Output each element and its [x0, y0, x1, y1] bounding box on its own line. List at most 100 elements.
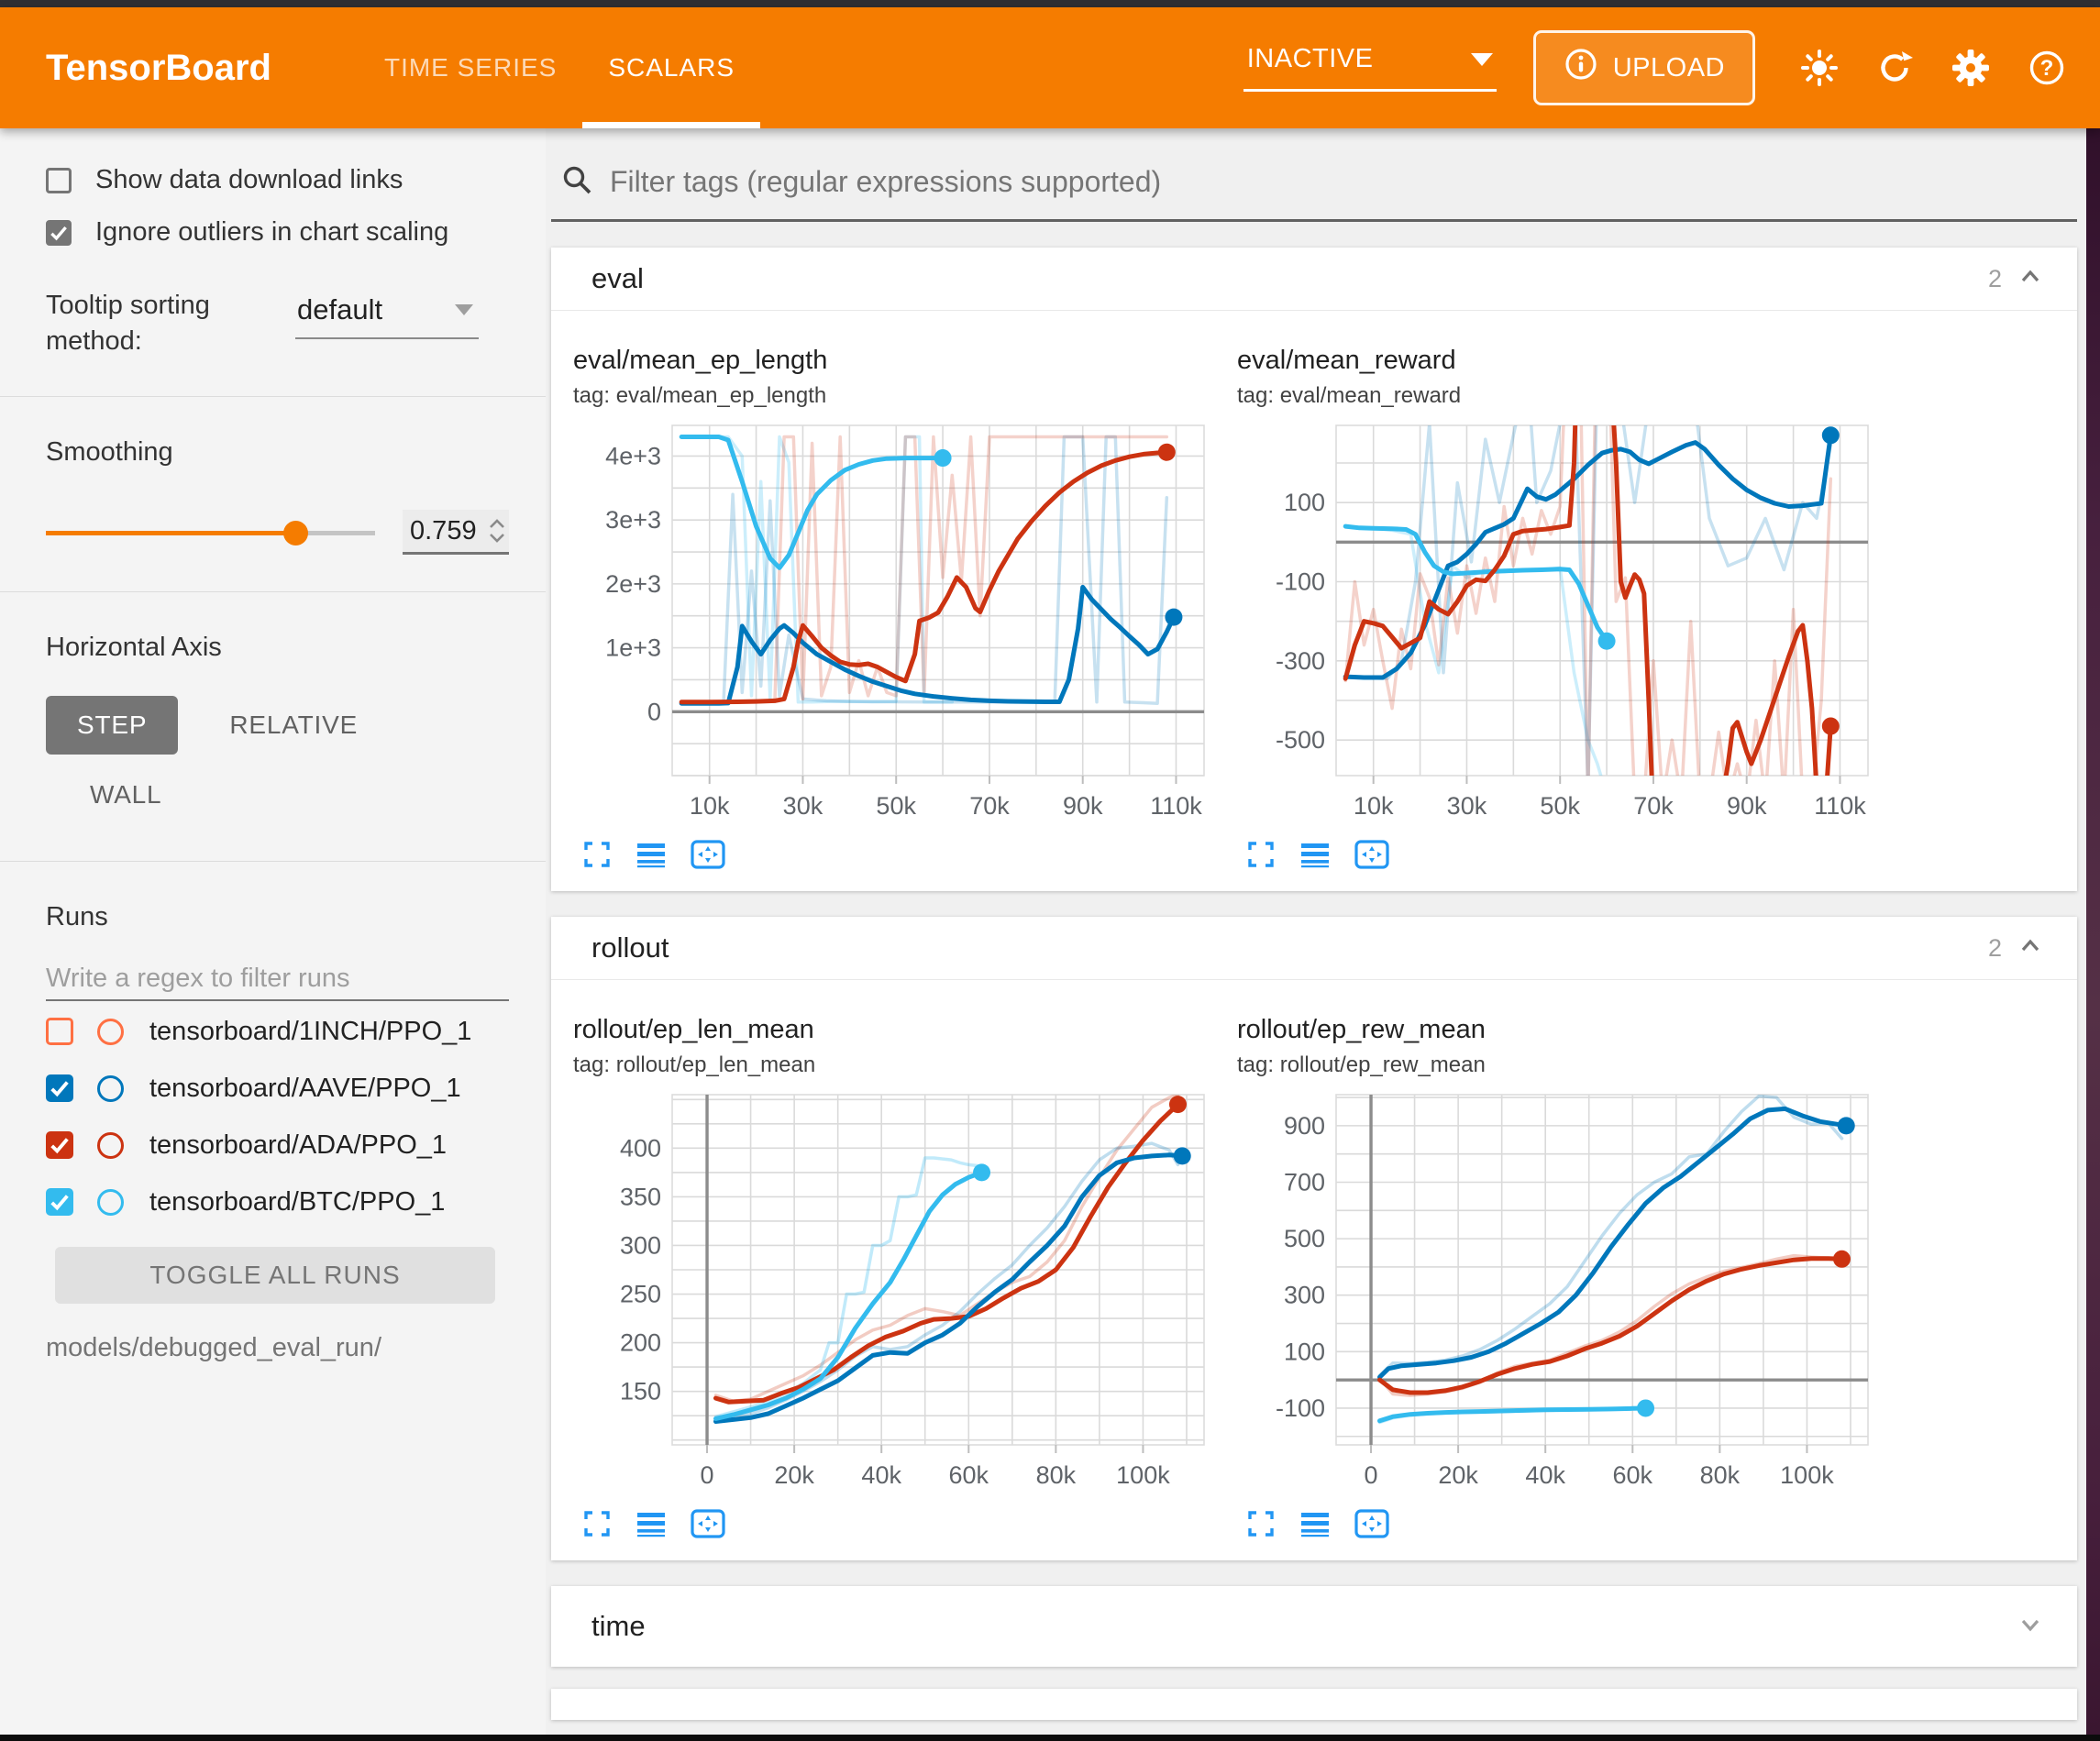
svg-text:70k: 70k [1633, 792, 1674, 820]
svg-text:2e+3: 2e+3 [605, 570, 661, 598]
svg-text:90k: 90k [1727, 792, 1767, 820]
run-row-ada[interactable]: tensorboard/ADA/PPO_1 [46, 1118, 509, 1172]
svg-text:90k: 90k [1063, 792, 1103, 820]
brightness-icon[interactable] [1799, 48, 1840, 88]
smoothing-slider[interactable] [46, 520, 375, 545]
run-checkbox[interactable] [46, 1074, 73, 1103]
line-chart-canvas[interactable]: 0 20k 40k 60k 80k 100k 150 200 250 300 350 400 [573, 1082, 1215, 1505]
toggle-y-axis-icon[interactable] [636, 840, 667, 869]
svg-text:10k: 10k [1354, 792, 1394, 820]
svg-text:?: ? [2040, 56, 2054, 81]
section-eval-header[interactable]: eval 2 [551, 248, 2077, 310]
axis-step-button[interactable]: STEP [46, 696, 179, 755]
tab-time-series[interactable]: TIME SERIES [383, 53, 558, 82]
upload-button[interactable]: UPLOAD [1532, 30, 1755, 105]
smoothing-label: Smoothing [46, 437, 173, 468]
line-chart-canvas[interactable]: 10k 30k 50k 70k 90k 110k 100 -100 -300 -500 [1237, 413, 1879, 836]
expand-chart-icon[interactable] [582, 840, 612, 869]
section-time: time [551, 1586, 2077, 1667]
run-list: tensorboard/1INCH/PPO_1 tensorboard/AAVE… [46, 1005, 509, 1229]
section-eval-content: eval/mean_ep_length tag: eval/mean_ep_le… [551, 311, 2077, 891]
show-download-links-checkbox[interactable]: Show data download links [46, 165, 509, 195]
section-name: time [591, 1610, 646, 1642]
toggle-y-axis-icon[interactable] [636, 1509, 667, 1538]
axis-relative-button[interactable]: RELATIVE [229, 711, 359, 740]
runs-filter-input[interactable] [46, 964, 509, 995]
runs-heading: Runs [46, 902, 108, 932]
section-eval: eval 2 eval/mean_ep_length tag: eval/mea… [551, 248, 2077, 891]
chevron-up-icon[interactable] [2017, 932, 2044, 964]
svg-text:20k: 20k [1438, 1461, 1478, 1489]
chevron-down-icon[interactable] [2017, 1611, 2044, 1643]
section-time-header[interactable]: time [551, 1586, 2077, 1667]
refresh-icon[interactable] [1874, 48, 1915, 88]
expand-chart-icon[interactable] [1246, 840, 1276, 869]
tab-scalars[interactable]: SCALARS [582, 7, 761, 128]
smoothing-value[interactable]: 0.759 [410, 515, 477, 545]
fit-domain-icon[interactable] [1354, 1509, 1389, 1538]
tooltip-sorting-select[interactable]: default [295, 293, 479, 339]
run-row-btc[interactable]: tensorboard/BTC/PPO_1 [46, 1175, 509, 1229]
chart-action-buttons [582, 1509, 1215, 1538]
toggle-y-axis-icon[interactable] [1299, 1509, 1331, 1538]
run-checkbox[interactable] [46, 1018, 73, 1046]
chart-rollout-ep-len-mean: rollout/ep_len_mean tag: rollout/ep_len_… [573, 1015, 1215, 1538]
svg-text:30k: 30k [783, 792, 823, 820]
run-row-aave[interactable]: tensorboard/AAVE/PPO_1 [46, 1062, 509, 1115]
toggle-all-runs-button[interactable]: TOGGLE ALL RUNS [55, 1247, 495, 1305]
run-row-1inch[interactable]: tensorboard/1INCH/PPO_1 [46, 1005, 509, 1058]
checkbox-box[interactable] [46, 167, 72, 193]
section-rollout-header[interactable]: rollout 2 [551, 917, 2077, 979]
settings-icon[interactable] [1950, 47, 1992, 89]
section-rollout: rollout 2 rollout/ep_len_mean tag: rollo… [551, 917, 2077, 1560]
run-label: tensorboard/AAVE/PPO_1 [149, 1073, 461, 1103]
expand-chart-icon[interactable] [582, 1509, 612, 1538]
smoothing-stepper[interactable] [489, 519, 505, 544]
line-chart-canvas[interactable]: 0 20k 40k 60k 80k 100k -100 100 300 500 700 900 [1237, 1082, 1879, 1505]
ignore-outliers-checkbox[interactable]: Ignore outliers in chart scaling [46, 217, 509, 248]
run-checkbox[interactable] [46, 1131, 73, 1160]
smoothing-value-box: 0.759 [403, 510, 509, 556]
tag-filter-input[interactable] [610, 165, 2073, 199]
fit-domain-icon[interactable] [1354, 840, 1389, 869]
help-icon[interactable]: ? [2027, 48, 2067, 88]
chart-tag: tag: rollout/ep_len_mean [573, 1052, 816, 1077]
svg-text:60k: 60k [1613, 1461, 1653, 1489]
svg-text:-100: -100 [1276, 567, 1325, 595]
settings-sidebar: Show data download links Ignore outliers… [0, 128, 546, 1735]
slider-thumb[interactable] [283, 520, 309, 545]
section-name: rollout [591, 931, 669, 964]
fit-domain-icon[interactable] [691, 1509, 725, 1538]
chevron-up-icon[interactable] [2017, 263, 2044, 295]
svg-text:700: 700 [1284, 1169, 1325, 1196]
desktop-edge-strip [2086, 128, 2100, 1735]
checkbox-label: Ignore outliers in chart scaling [95, 217, 449, 247]
axis-wall-button[interactable]: WALL [90, 780, 162, 810]
chart-title: eval/mean_reward [1237, 346, 1456, 375]
next-section-partial-card [551, 1689, 2077, 1720]
run-checkbox[interactable] [46, 1188, 73, 1217]
checkbox-box[interactable] [46, 219, 72, 246]
fit-domain-icon[interactable] [691, 840, 725, 869]
svg-text:100: 100 [1284, 489, 1325, 516]
svg-text:400: 400 [620, 1134, 661, 1162]
toggle-y-axis-icon[interactable] [1299, 840, 1331, 869]
svg-text:300: 300 [620, 1231, 661, 1259]
expand-chart-icon[interactable] [1246, 1509, 1276, 1538]
window-top-strip [0, 0, 2100, 7]
line-chart-canvas[interactable]: 10k 30k 50k 70k 90k 110k 0 1e+3 2e+3 3e+3 4e+3 [573, 413, 1215, 836]
svg-text:80k: 80k [1036, 1461, 1077, 1489]
svg-text:100: 100 [1284, 1338, 1325, 1365]
svg-text:300: 300 [1284, 1282, 1325, 1309]
runs-filter-field [46, 964, 509, 1002]
svg-text:110k: 110k [1814, 792, 1866, 820]
svg-text:-500: -500 [1276, 726, 1325, 754]
horizontal-axis-label: Horizontal Axis [46, 633, 222, 663]
upload-label: UPLOAD [1612, 52, 1725, 83]
dashboard-main: eval 2 eval/mean_ep_length tag: eval/mea… [546, 128, 2086, 1735]
run-label: tensorboard/1INCH/PPO_1 [149, 1016, 472, 1046]
status-dropdown[interactable]: INACTIVE [1243, 44, 1497, 92]
info-icon [1564, 47, 1598, 89]
section-count: 2 [1987, 264, 2002, 292]
chart-action-buttons [1246, 840, 1879, 869]
